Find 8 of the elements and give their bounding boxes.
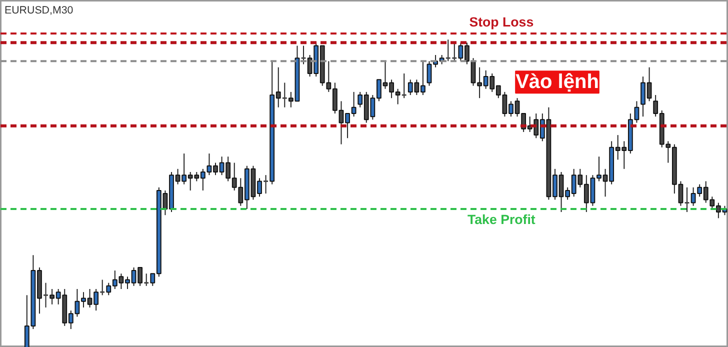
candlestick xyxy=(99,279,106,296)
candlestick xyxy=(684,186,690,213)
ref-line-label: Stop Loss xyxy=(469,14,534,30)
chart-title: EURUSD,M30 xyxy=(4,4,74,16)
candlestick xyxy=(300,45,306,65)
ref-line-label: Take Profit xyxy=(467,212,536,227)
ref-line-label: Vào lệnh xyxy=(516,71,599,94)
candlestick xyxy=(262,174,269,194)
